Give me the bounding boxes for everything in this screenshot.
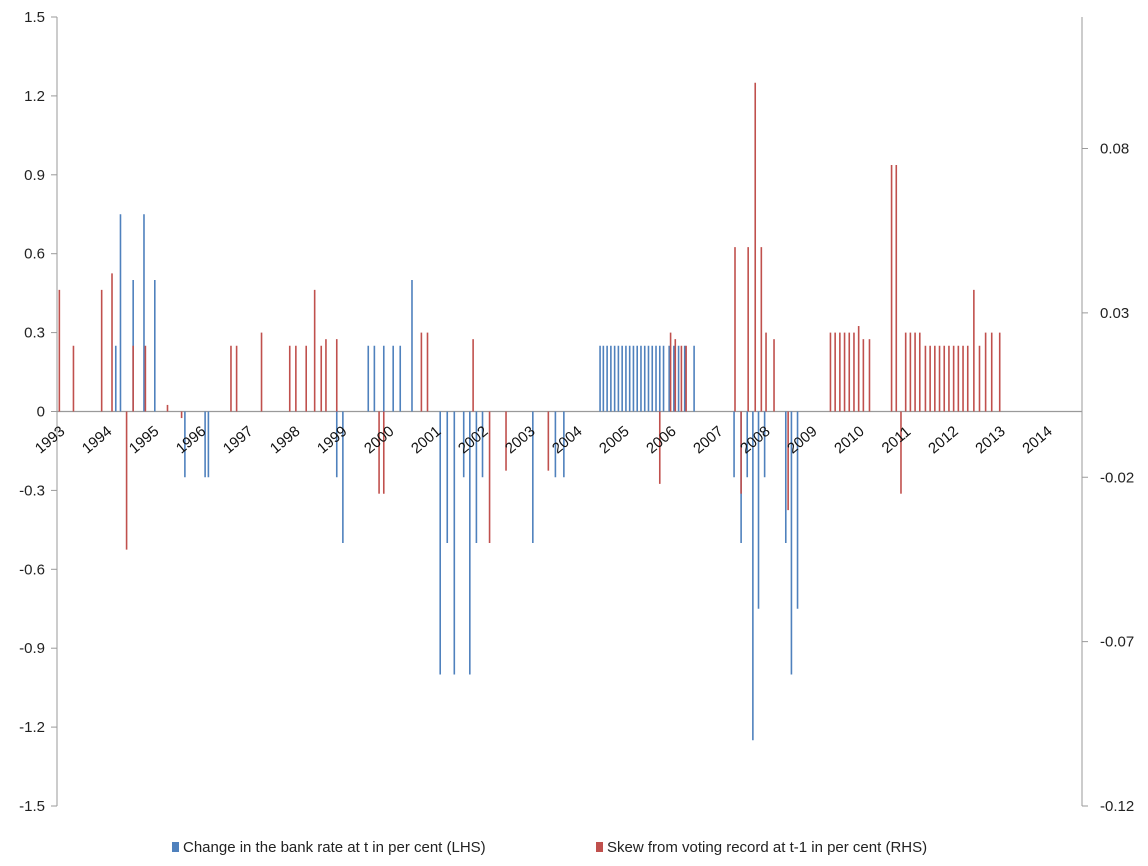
x-axis-year-label: 1995: [126, 423, 162, 457]
left-axis-tick-label: 1.5: [24, 9, 45, 26]
legend-item-voting-skew-label: Skew from voting record at t-1 in per ce…: [607, 839, 927, 856]
left-axis-tick-label: -0.9: [19, 640, 45, 657]
x-axis-year-label: 2012: [925, 423, 961, 457]
legend-item-bank-rate-swatch: [172, 842, 179, 852]
x-axis-year-label: 1996: [173, 423, 209, 457]
left-axis-tick-label: 0.6: [24, 246, 45, 263]
left-axis-tick-label: -0.6: [19, 561, 45, 578]
left-axis-tick-label: 0.9: [24, 167, 45, 184]
left-axis-tick-label: -0.3: [19, 482, 45, 499]
x-axis-year-label: 2004: [549, 423, 585, 457]
left-axis-tick-label: -1.2: [19, 719, 45, 736]
right-axis-tick-label: 0.08: [1100, 141, 1129, 158]
right-axis-tick-label: -0.07: [1100, 634, 1134, 651]
x-axis-year-label: 1997: [220, 423, 256, 457]
x-axis-year-label: 2013: [972, 423, 1008, 457]
right-axis-tick-label: -0.12: [1100, 798, 1134, 815]
right-axis-tick-label: 0.03: [1100, 305, 1129, 322]
bars-layer: [58, 82, 1001, 741]
left-axis-tick-label: 0: [37, 404, 45, 421]
left-axis-tick-label: -1.5: [19, 798, 45, 815]
x-axis-year-label: 2001: [408, 423, 444, 457]
left-axis-tick-label: 0.3: [24, 325, 45, 342]
x-axis-year-label: 2014: [1019, 423, 1055, 457]
x-axis-year-label: 2002: [455, 423, 491, 457]
x-axis-year-label: 1993: [32, 423, 68, 457]
x-axis-year-label: 2008: [737, 423, 773, 457]
x-axis-year-label: 1994: [79, 423, 115, 457]
left-axis-tick-label: 1.2: [24, 88, 45, 105]
x-axis-year-label: 1998: [267, 423, 303, 457]
x-axis-year-label: 2006: [643, 423, 679, 457]
x-axis-year-label: 2005: [596, 423, 632, 457]
right-axis-tick-label: -0.02: [1100, 469, 1134, 486]
legend-item-bank-rate-label: Change in the bank rate at t in per cent…: [183, 839, 486, 856]
axes-layer: [51, 16, 1088, 807]
x-axis-year-label: 1999: [314, 423, 350, 457]
x-axis-year-label: 2009: [784, 423, 820, 457]
x-axis-year-label: 2010: [831, 423, 867, 457]
legend: Change in the bank rate at t in per cent…: [172, 839, 927, 856]
x-axis-year-label: 2011: [879, 423, 915, 457]
legend-item-voting-skew-swatch: [596, 842, 603, 852]
x-axis-year-label: 2007: [690, 423, 726, 457]
